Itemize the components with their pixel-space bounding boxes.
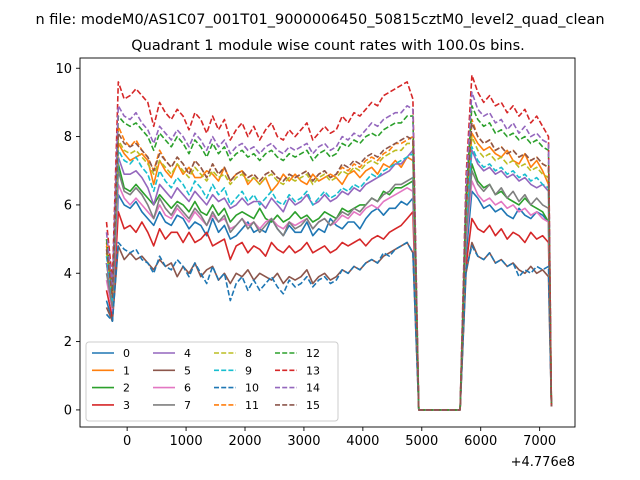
legend-label: 5 — [184, 364, 191, 377]
legend-label: 15 — [306, 399, 320, 412]
series-line-5 — [105, 241, 553, 411]
x-tick-label: 0 — [123, 434, 131, 449]
figure-suptitle: n file: modeM0/AS1C07_001T01_9000006450_… — [35, 12, 604, 28]
series-line-0 — [105, 190, 553, 411]
series-line-7 — [105, 170, 553, 411]
x-tick-label: 4000 — [346, 434, 379, 449]
legend-label: 9 — [245, 364, 252, 377]
legend-label: 12 — [306, 347, 320, 360]
legend-label: 0 — [123, 347, 130, 360]
legend-label: 11 — [245, 399, 259, 412]
x-tick-label: 5000 — [405, 434, 438, 449]
y-tick-label: 4 — [64, 267, 72, 282]
legend-label: 3 — [123, 399, 130, 412]
series-line-4 — [105, 149, 553, 411]
x-tick-label: 2000 — [228, 434, 261, 449]
legend-label: 1 — [123, 364, 130, 377]
x-axis: 0 1000 2000 3000 4000 5000 6000 7000 — [123, 427, 556, 449]
legend-label: 13 — [306, 364, 320, 377]
y-tick-label: 0 — [64, 403, 72, 418]
legend-label: 10 — [245, 382, 259, 395]
series-line-15 — [105, 122, 553, 411]
x-offset-label: +4.776e8 — [511, 455, 575, 470]
series-line-13 — [105, 74, 553, 411]
y-tick-label: 2 — [64, 335, 72, 350]
y-tick-label: 10 — [55, 62, 72, 77]
series-line-12 — [105, 105, 553, 411]
y-tick-label: 8 — [64, 130, 72, 145]
series-line-2 — [105, 163, 553, 411]
x-tick-label: 7000 — [523, 434, 556, 449]
x-tick-label: 6000 — [464, 434, 497, 449]
series-line-9 — [105, 146, 553, 411]
y-axis: 0 2 4 6 8 10 — [55, 62, 80, 418]
series-line-1 — [105, 132, 553, 411]
series-line-10 — [105, 241, 553, 411]
x-tick-label: 3000 — [287, 434, 320, 449]
chart-title: Quadrant 1 module wise count rates with … — [131, 38, 525, 54]
legend-label: 4 — [184, 347, 191, 360]
series-line-8 — [105, 135, 553, 411]
legend-label: 8 — [245, 347, 252, 360]
series-line-14 — [105, 91, 553, 411]
legend-label: 14 — [306, 382, 320, 395]
y-tick-label: 6 — [64, 198, 72, 213]
legend-label: 6 — [184, 382, 191, 395]
series-lines — [105, 74, 553, 411]
legend-label: 7 — [184, 399, 191, 412]
x-tick-label: 1000 — [170, 434, 203, 449]
plot-area — [79, 57, 576, 428]
series-line-3 — [105, 211, 553, 411]
legend-box — [85, 341, 339, 422]
legend-label: 2 — [123, 382, 130, 395]
